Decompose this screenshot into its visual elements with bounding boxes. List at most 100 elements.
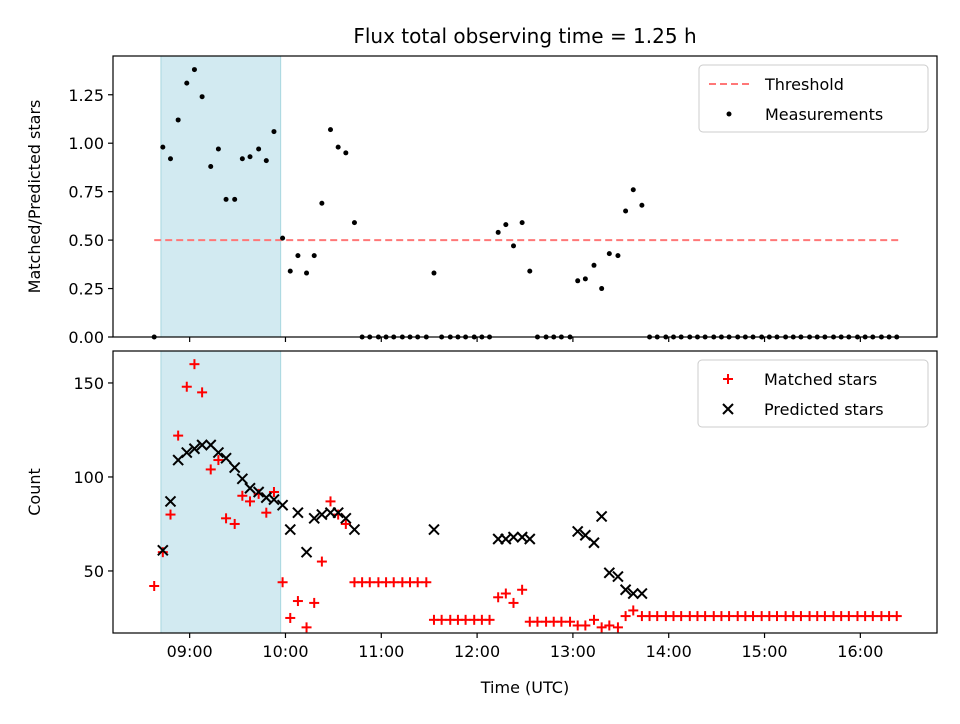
data-point <box>208 163 214 169</box>
y-tick-label: 150 <box>73 374 104 393</box>
data-point <box>157 547 168 558</box>
data-point <box>212 446 225 459</box>
axes-frame <box>112 55 938 338</box>
data-point <box>606 251 612 257</box>
x-tick-label: 13:00 <box>550 642 596 661</box>
legend-item: Predicted stars <box>722 400 884 419</box>
data-point <box>819 611 830 622</box>
axes-frame <box>112 350 938 634</box>
data-point <box>280 235 286 241</box>
data-point <box>164 495 177 508</box>
data-point <box>292 596 303 607</box>
data-point <box>205 464 216 475</box>
data-point <box>421 577 432 588</box>
data-point <box>308 512 320 525</box>
data-point <box>484 614 495 625</box>
data-point <box>524 533 536 545</box>
legend-box <box>697 359 929 428</box>
legend-label: Predicted stars <box>764 400 884 419</box>
data-point <box>700 611 711 622</box>
data-point <box>196 439 208 451</box>
data-point <box>184 80 190 86</box>
data-point <box>309 597 320 608</box>
x-tick-label: 15:00 <box>741 642 787 661</box>
data-point <box>261 507 272 518</box>
y-tick-label: 50 <box>84 562 104 581</box>
data-point <box>256 146 262 152</box>
data-point <box>428 523 440 536</box>
legend-box <box>698 64 929 133</box>
data-point <box>325 496 336 507</box>
data-point <box>188 443 201 455</box>
x-tick-label: 14:00 <box>646 642 692 661</box>
data-point <box>335 144 341 150</box>
data-point <box>619 584 632 596</box>
data-point <box>517 584 528 595</box>
data-point <box>612 622 623 633</box>
data-point <box>247 154 253 160</box>
shaded-interval <box>160 55 282 338</box>
data-point <box>527 268 533 274</box>
data-point <box>623 208 629 214</box>
data-point <box>627 587 639 600</box>
data-point <box>795 611 806 622</box>
data-point <box>843 611 854 622</box>
data-point <box>229 518 240 529</box>
legend-item: Measurements <box>726 105 883 124</box>
data-point <box>511 243 517 249</box>
data-point <box>867 611 878 622</box>
data-point <box>173 430 184 441</box>
data-point <box>676 611 687 622</box>
y-tick-label: 0.25 <box>68 280 104 299</box>
data-point <box>412 577 423 588</box>
shaded-interval <box>160 350 282 634</box>
data-point <box>268 493 280 506</box>
data-point <box>575 278 581 284</box>
series-matched-stars <box>149 359 902 633</box>
legend-label: Threshold <box>764 75 844 94</box>
data-point <box>508 597 519 608</box>
data-point <box>332 506 344 519</box>
data-point <box>532 616 543 627</box>
data-point <box>276 499 289 511</box>
y-tick-label: 1.25 <box>68 86 104 105</box>
data-point <box>495 229 501 235</box>
data-point <box>500 588 511 599</box>
data-point <box>311 253 317 259</box>
y-tick-label: 0.50 <box>68 231 104 250</box>
data-point <box>503 222 509 228</box>
data-point <box>620 611 631 622</box>
data-point <box>149 581 160 591</box>
data-point <box>245 496 256 507</box>
data-point <box>301 622 312 633</box>
x-tick-label: 16:00 <box>837 642 883 661</box>
data-point <box>351 220 357 226</box>
y-axis-label: Matched/Predicted stars <box>25 100 44 294</box>
data-point <box>199 94 205 100</box>
legend: Threshold Measurements <box>698 64 929 133</box>
data-point <box>167 156 173 162</box>
data-point <box>236 473 249 485</box>
data-point <box>652 611 663 622</box>
y-tick-label: 1.00 <box>68 134 104 153</box>
y-axis-label: Count <box>25 468 44 516</box>
data-point <box>316 508 328 521</box>
data-point <box>316 556 327 567</box>
data-point <box>748 611 759 622</box>
data-point <box>239 156 245 162</box>
data-point <box>595 510 608 523</box>
data-point <box>160 144 166 150</box>
data-point <box>263 158 269 164</box>
data-point <box>157 544 169 556</box>
x-tick-label: 12:00 <box>454 642 500 661</box>
data-point <box>232 196 238 202</box>
data-point <box>271 129 277 135</box>
data-point <box>364 577 375 588</box>
data-point <box>181 446 193 459</box>
data-point <box>588 537 600 549</box>
legend-item: Threshold <box>709 75 844 94</box>
data-point <box>493 592 504 603</box>
data-point <box>604 620 615 631</box>
top-panel: 0.00 0.25 0.50 0.75 1.00 1.25 Matched/Predicte… <box>25 55 938 347</box>
data-point <box>507 531 520 543</box>
